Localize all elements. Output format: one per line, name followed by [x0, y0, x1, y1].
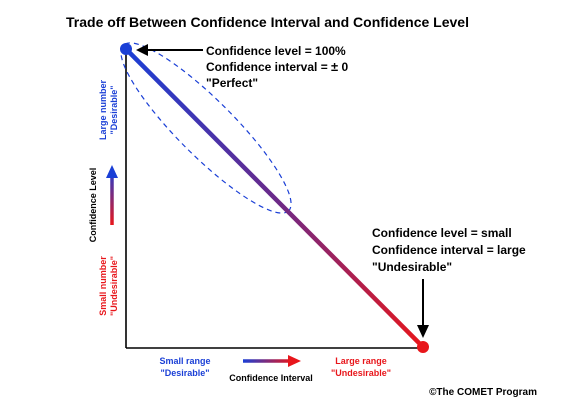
y-bottom-label-line2: "Undesirable" — [109, 256, 119, 316]
x-gradient-arrowhead — [288, 355, 301, 367]
y-axis-label: Confidence Level — [88, 168, 98, 243]
plus-minus-symbol: ± — [331, 59, 338, 74]
x-left-label-line1: Small range — [159, 356, 210, 366]
top-annotation-arrowhead — [136, 44, 148, 56]
bottom-annotation-line2: Confidence interval = large — [372, 243, 526, 257]
top-annotation-line2-suffix: 0 — [338, 60, 348, 74]
top-annotation-line2: Confidence interval = ± 0 — [206, 59, 349, 74]
x-right-label-line1: Large range — [335, 356, 387, 366]
y-top-label-line1: Large number — [98, 79, 108, 140]
bottom-annotation-line3: "Undesirable" — [372, 260, 452, 274]
diagram-title: Trade off Between Confidence Interval an… — [66, 14, 469, 30]
bottom-annotation-arrowhead — [417, 325, 429, 338]
undesirable-point — [417, 341, 429, 353]
y-bottom-label-line1: Small number — [98, 256, 108, 316]
y-gradient-arrowhead — [106, 165, 118, 178]
top-annotation-line2-prefix: Confidence interval = — [206, 60, 331, 74]
x-axis-label: Confidence Interval — [229, 373, 313, 383]
tradeoff-line — [124, 47, 425, 349]
y-top-label-line2: "Desirable" — [109, 85, 119, 134]
bottom-annotation-line1: Confidence level = small — [372, 226, 512, 240]
perfect-point — [120, 43, 132, 55]
top-annotation-line1: Confidence level = 100% — [206, 44, 346, 58]
credit-text: ©The COMET Program — [429, 387, 537, 398]
top-annotation-line3: "Perfect" — [206, 76, 258, 90]
x-right-label-line2: "Undesirable" — [331, 368, 391, 378]
x-left-label-line2: "Desirable" — [160, 368, 209, 378]
